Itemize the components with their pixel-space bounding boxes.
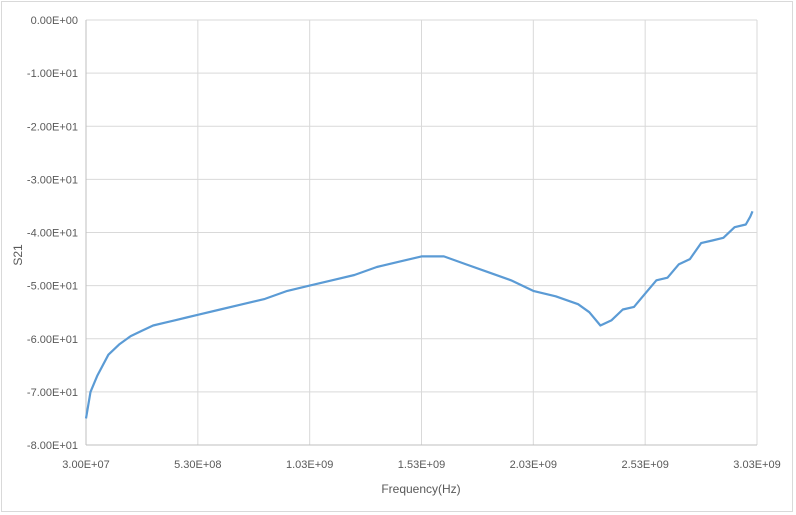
x-tick-label: 1.03E+09: [286, 459, 333, 471]
x-tick-label: 2.53E+09: [621, 459, 668, 471]
x-axis-ticks: 3.00E+07 5.30E+08 1.03E+09 1.53E+09 2.03E+09…: [62, 459, 780, 471]
x-tick-label: 5.30E+08: [174, 459, 221, 471]
y-tick-label: -8.00E+01: [27, 440, 78, 452]
x-tick-label: 2.03E+09: [510, 459, 557, 471]
y-axis-ticks: 0.00E+00 -1.00E+01 -2.00E+01 -3.00E+01 -4.00…: [27, 15, 78, 452]
y-tick-label: 0.00E+00: [31, 15, 78, 27]
y-tick-label: -5.00E+01: [27, 281, 78, 293]
y-tick-label: -3.00E+01: [27, 174, 78, 186]
gridlines: [85, 19, 758, 446]
x-tick-label: 1.53E+09: [398, 459, 445, 471]
series-line-s21: [84, 210, 754, 419]
y-tick-label: -1.00E+01: [27, 68, 78, 80]
x-tick-label: 3.00E+07: [62, 459, 109, 471]
y-tick-label: -2.00E+01: [27, 121, 78, 133]
x-axis-label: Frequency(Hz): [381, 482, 460, 496]
y-axis-label: S21: [11, 244, 25, 266]
y-tick-label: -6.00E+01: [27, 334, 78, 346]
x-tick-label: 3.03E+09: [733, 459, 780, 471]
y-tick-label: -7.00E+01: [27, 387, 78, 399]
y-tick-label: -4.00E+01: [27, 228, 78, 240]
